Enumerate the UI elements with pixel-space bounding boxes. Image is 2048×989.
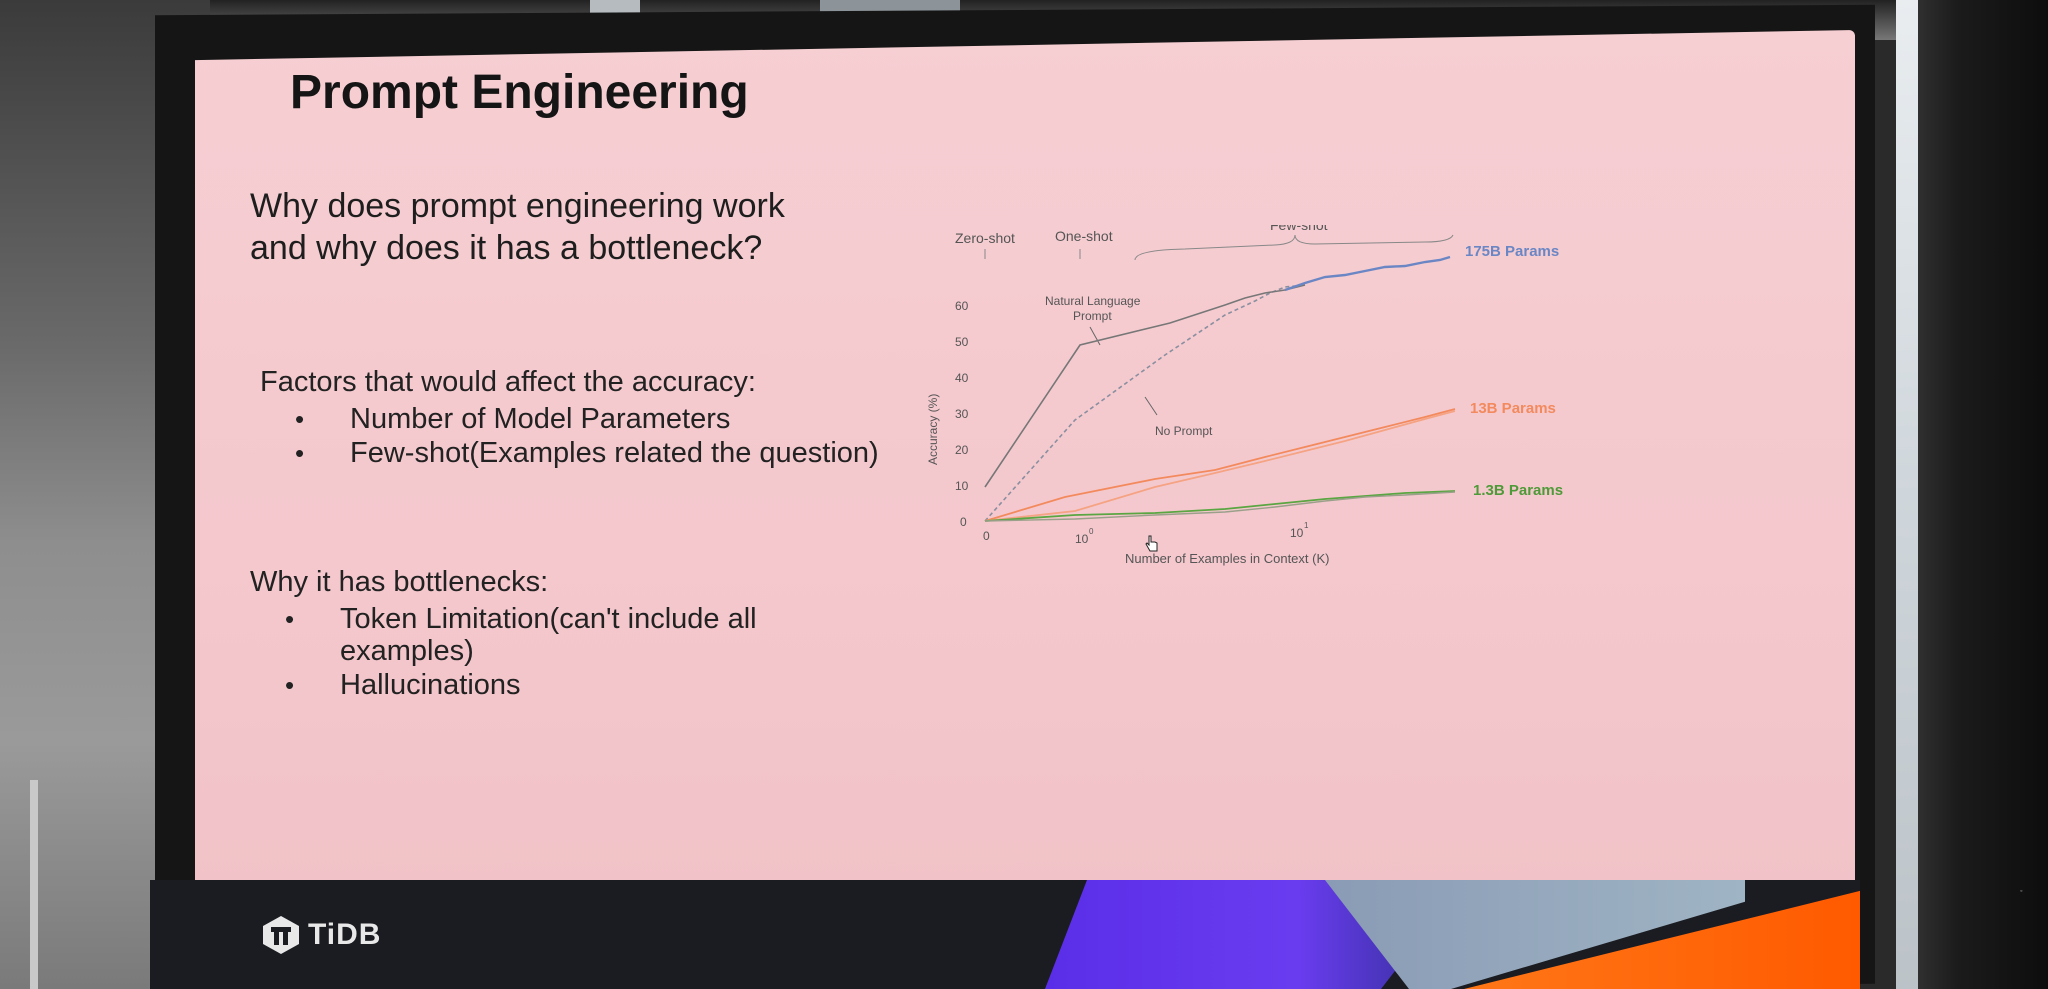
- no-prompt-label: No Prompt: [1155, 424, 1213, 438]
- factors-section: Factors that would affect the accuracy: …: [260, 365, 880, 471]
- list-item: • Number of Model Parameters: [260, 403, 880, 435]
- series-1-3b-no-prompt: [984, 491, 1456, 522]
- factor-text: Few-shot(Examples related the question): [350, 437, 879, 469]
- tidb-logo: TiDB: [262, 915, 381, 955]
- few-shot-label: Few-shot: [1270, 225, 1328, 233]
- natural-language-prompt-label-2: Prompt: [1073, 309, 1112, 323]
- left-pillar: [30, 780, 38, 989]
- bottleneck-list: • Token Limitation(can't include all exam…: [250, 603, 870, 701]
- y-axis-label: Accuracy (%): [926, 394, 940, 465]
- y-tick: 40: [955, 371, 969, 385]
- series-label-1-3b: 1.3B Params: [1473, 482, 1563, 499]
- bullet-icon: •: [295, 438, 305, 468]
- slide-title: Prompt Engineering: [290, 66, 749, 119]
- bottleneck-text: Token Limitation(can't include all examp…: [340, 603, 757, 667]
- right-wall: [1898, 0, 2048, 989]
- bullet-icon: •: [295, 404, 305, 434]
- bottleneck-section: Why it has bottlenecks: • Token Limitatio…: [250, 565, 870, 703]
- bullet-icon: •: [285, 604, 295, 634]
- series-label-175b: 175B Params: [1465, 243, 1559, 260]
- y-tick: 10: [955, 479, 969, 493]
- x-tick: 10: [1075, 532, 1089, 546]
- series-175b-fewshot: [1284, 255, 1451, 292]
- accuracy-chart: Zero-shot One-shot Few-shot Natural Lang…: [926, 225, 1563, 566]
- y-tick: 60: [955, 299, 969, 313]
- bullet-icon: •: [285, 670, 295, 700]
- y-tick: 30: [955, 407, 969, 421]
- no-prompt-annotation-line: [1144, 396, 1158, 416]
- x-tick-exponent: 1: [1304, 521, 1309, 530]
- x-tick: 10: [1290, 526, 1304, 540]
- hand-cursor-icon: [1145, 535, 1158, 552]
- series-175b-no-prompt: [984, 284, 1306, 522]
- prompt-annotation-line: [1089, 326, 1101, 346]
- list-item: • Few-shot(Examples related the question): [260, 437, 880, 469]
- window-strip: [1896, 0, 1918, 989]
- slide-footer: TiDB: [150, 880, 1860, 989]
- y-tick: 20: [955, 443, 969, 457]
- one-shot-label: One-shot: [1055, 228, 1113, 244]
- series-label-13b: 13B Params: [1470, 400, 1556, 417]
- natural-language-prompt-label-1: Natural Language: [1045, 294, 1141, 308]
- tidb-logo-icon: [263, 916, 299, 954]
- series-1-3b-prompt: [984, 490, 1456, 522]
- few-shot-brace: [1134, 234, 1454, 261]
- tiny-mark: ◦: [2020, 888, 2023, 895]
- factor-text: Number of Model Parameters: [350, 403, 731, 435]
- factors-label: Factors that would affect the accuracy:: [260, 366, 756, 398]
- bottleneck-text: Hallucinations: [340, 669, 521, 701]
- presentation-slide: Prompt Engineering Why does prompt engin…: [195, 30, 1855, 890]
- slide-question: Why does prompt engineering work and why…: [250, 187, 785, 267]
- y-tick: 50: [955, 335, 969, 349]
- tidb-logo-text: TiDB: [308, 918, 382, 951]
- list-item: • Hallucinations: [250, 669, 870, 701]
- series-13b-prompt: [984, 408, 1456, 522]
- zero-shot-label: Zero-shot: [955, 230, 1015, 246]
- x-tick-exponent: 0: [1089, 527, 1094, 536]
- bottleneck-label: Why it has bottlenecks:: [250, 566, 549, 598]
- factors-list: • Number of Model Parameters • Few-shot(Ex…: [260, 403, 880, 469]
- list-item: • Token Limitation(can't include all exam…: [250, 603, 870, 667]
- series-13b-no-prompt: [984, 410, 1456, 522]
- x-axis-label: Number of Examples in Context (K): [1125, 551, 1329, 566]
- y-ticks: 0 10 20 30 40 50 60: [955, 299, 969, 529]
- y-tick: 0: [960, 515, 967, 529]
- x-tick: 0: [983, 529, 990, 543]
- series-175b-prompt: [984, 284, 1306, 488]
